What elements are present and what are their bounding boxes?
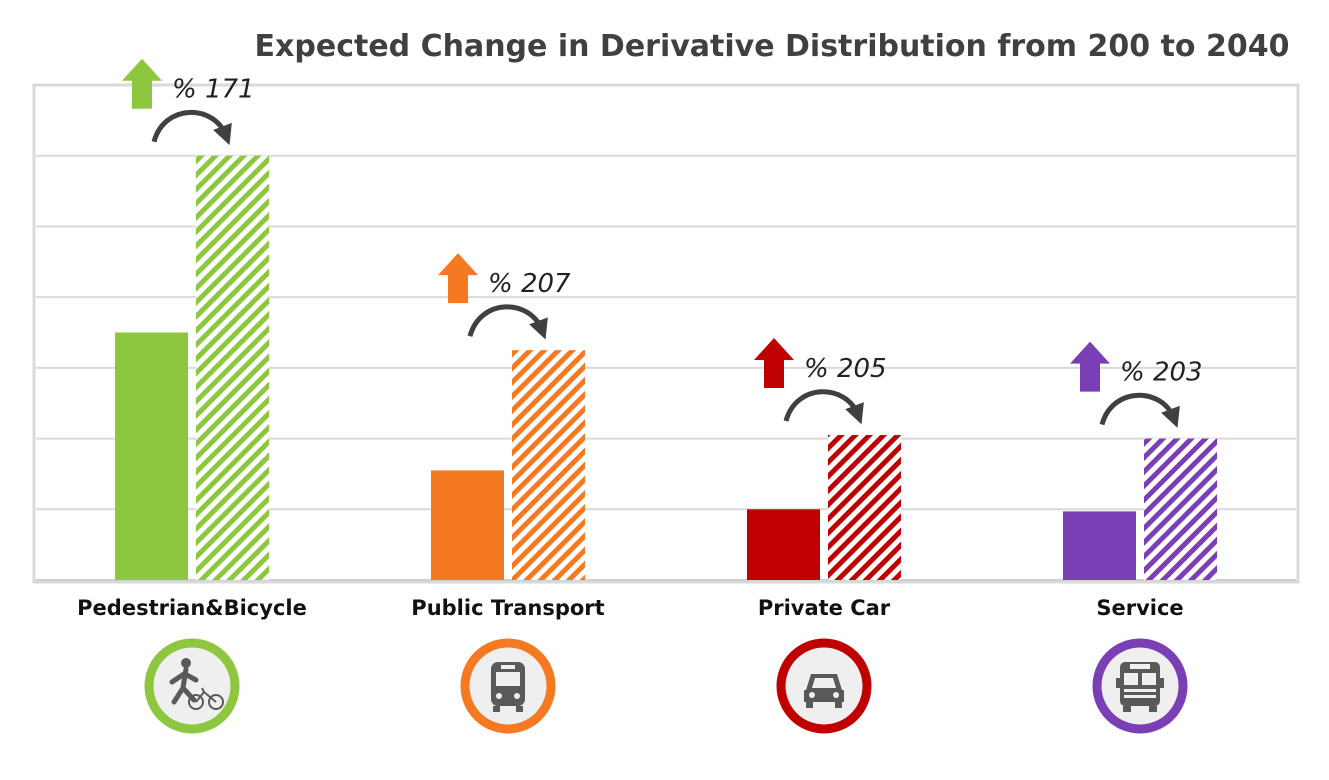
car-icon [776, 638, 872, 734]
bus-icon [460, 638, 556, 734]
bar-baseline [1063, 511, 1136, 580]
category-label: Service [1096, 596, 1183, 620]
bar-forecast [828, 435, 901, 580]
bar-baseline [431, 470, 504, 580]
bar-forecast [196, 155, 269, 580]
pedestrian-bicycle-icon [144, 638, 240, 734]
curved-arrow-icon [783, 389, 864, 425]
bar-baseline [747, 509, 820, 580]
up-arrow-icon [122, 58, 162, 109]
annotations: % 171 % 207 % 205 % 203 [122, 58, 1203, 428]
bar-forecast [1144, 438, 1217, 580]
curved-arrow-icon [151, 109, 232, 146]
curved-arrow-icon [467, 304, 548, 340]
change-label: % 171 [172, 75, 255, 105]
school-bus-icon [1092, 638, 1188, 734]
up-arrow-icon [754, 338, 794, 389]
bar-forecast [512, 350, 585, 580]
category-icons [144, 638, 1188, 734]
up-arrow-icon [1070, 341, 1110, 392]
chart-title: Expected Change in Derivative Distributi… [255, 29, 1290, 64]
category-label: Private Car [758, 596, 891, 620]
category-label: Public Transport [411, 596, 604, 620]
change-label: % 205 [804, 354, 887, 384]
change-label: % 207 [488, 269, 571, 299]
bars [115, 155, 1217, 580]
curved-arrow-icon [1099, 392, 1180, 428]
category-labels: Pedestrian&Bicycle Public Transport Privat… [77, 596, 1183, 620]
category-label: Pedestrian&Bicycle [77, 596, 307, 620]
change-label: % 203 [1120, 358, 1203, 388]
up-arrow-icon [438, 253, 478, 304]
bar-baseline [115, 332, 188, 580]
